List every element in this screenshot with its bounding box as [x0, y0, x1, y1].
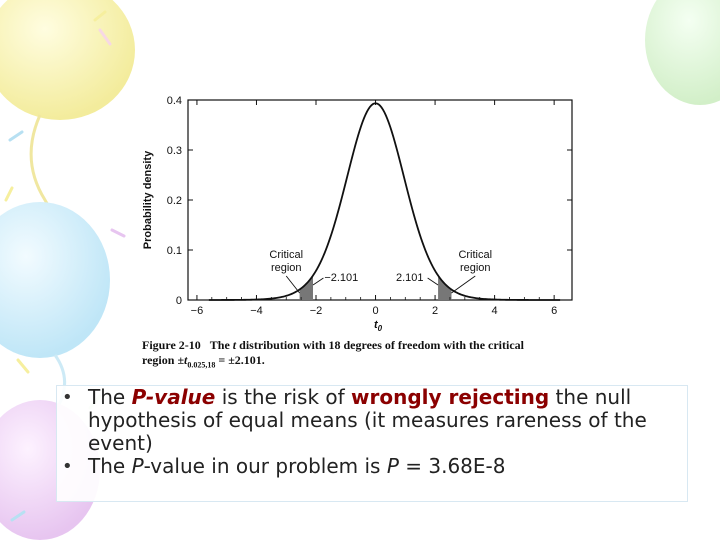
density-curve: [208, 102, 561, 301]
y-axis-title: Probability density: [142, 150, 154, 249]
text-box: [56, 385, 688, 502]
bullet-item: • The P-value in our problem is P = 3.68…: [62, 454, 506, 478]
x-tick-label: −4: [250, 305, 263, 317]
critical-value-right-label: 2.101: [396, 272, 424, 284]
figure-caption: Figure 2-10 The t distribution with 18 d…: [142, 338, 524, 370]
critical-region-left: [299, 275, 313, 300]
annotation-pointer-right-value: [427, 277, 439, 286]
x-tick-label: 0: [372, 305, 378, 317]
critical-region-right-label-line: region: [460, 262, 491, 274]
critical-region-left-label-line: Critical: [269, 249, 303, 261]
bullet-marker: •: [62, 387, 73, 408]
x-tick-label: 4: [492, 305, 498, 317]
x-tick-label: 6: [551, 305, 557, 317]
y-tick-label: 0.1: [167, 245, 182, 257]
critical-value-left-label: −2.101: [324, 272, 358, 284]
annotation-pointer-left: [285, 275, 300, 294]
t-distribution-chart: −6 −4 −2 0 2 4 600.10.20.30.4 Critical regionCr…: [142, 95, 573, 333]
x-axis-title: t0: [374, 319, 383, 333]
x-tick-label: 2: [432, 305, 438, 317]
critical-region-right: [438, 275, 452, 300]
x-tick-label: −2: [310, 305, 323, 317]
critical-region-left-label: Critical region: [269, 249, 303, 274]
critical-region-left-label-line: region: [271, 262, 302, 274]
figure-label: Figure 2-10: [142, 338, 201, 352]
balloon-blue: [0, 202, 110, 358]
balloon-yellow: [0, 0, 135, 120]
x-tick-label: −6: [191, 305, 204, 317]
annotation-pointer-left-value: [312, 277, 324, 286]
bullet-item: • The P-value is the risk of wrongly rej…: [62, 385, 647, 455]
bullet-list: • The P-value is the risk of wrongly rej…: [62, 386, 682, 478]
y-tick-label: 0: [176, 295, 182, 307]
balloon-green: [645, 0, 720, 105]
critical-region-right-label-line: Critical: [458, 249, 492, 261]
y-tick-label: 0.2: [167, 195, 182, 207]
chart-panel: −6 −4 −2 0 2 4 6 0 0.1 0.2 0.3 0.4 Critical region Cr…: [140, 80, 590, 380]
plot-frame: [187, 99, 573, 301]
annotation-pointer-right: [451, 275, 476, 294]
y-tick-label: 0.4: [167, 95, 182, 107]
y-tick-label: 0.3: [167, 145, 182, 157]
bullet-marker: •: [62, 456, 73, 477]
critical-region-right-label: Critical region: [458, 249, 492, 274]
